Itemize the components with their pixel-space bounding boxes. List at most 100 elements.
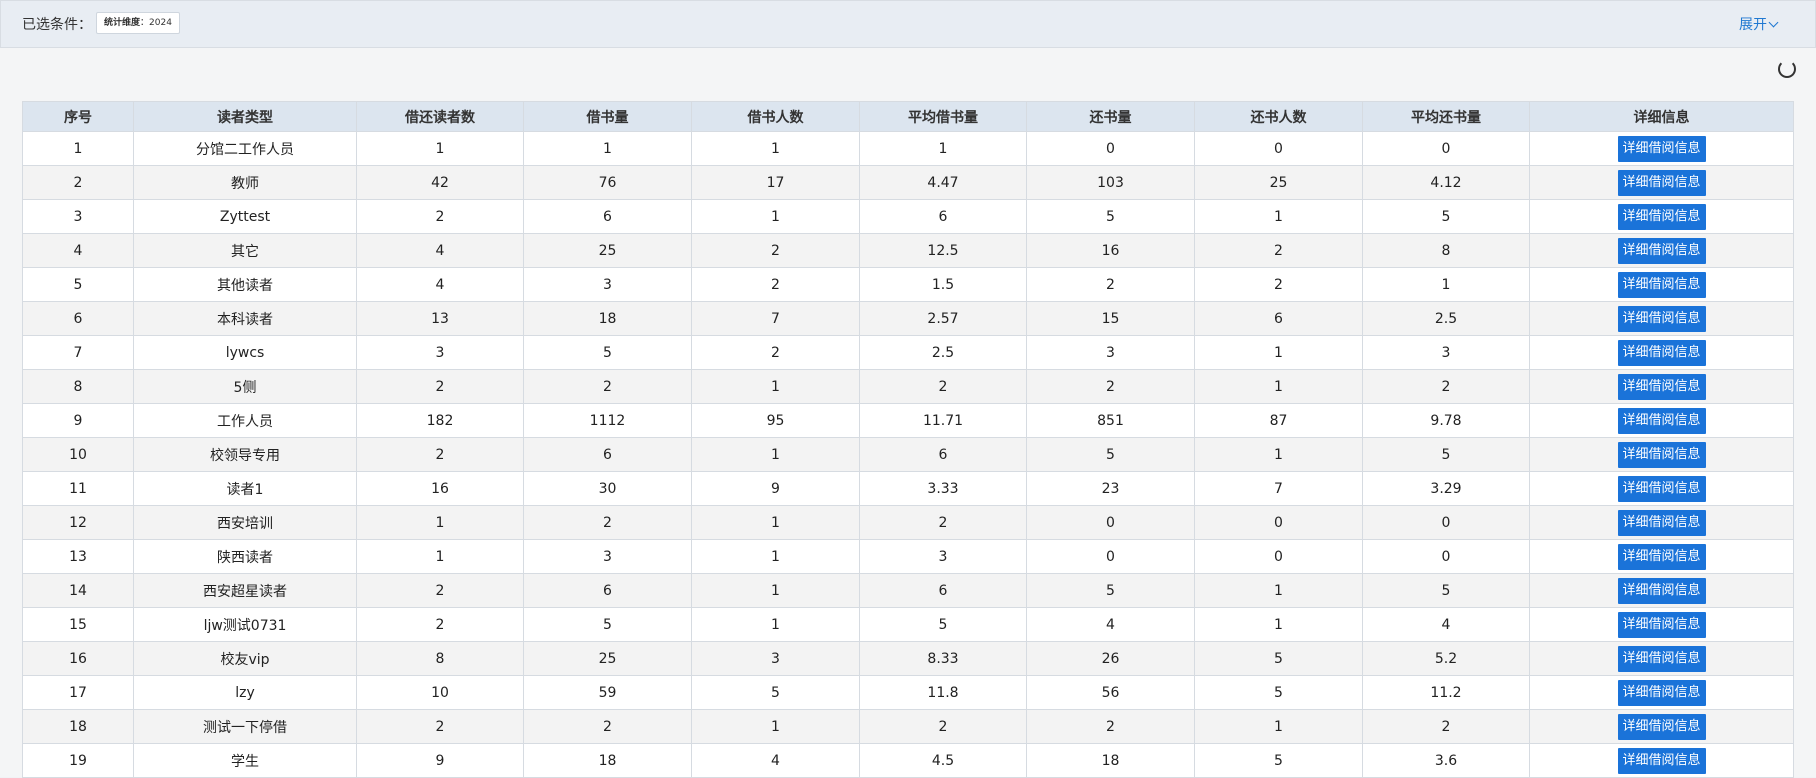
table-cell: 1 <box>523 131 692 166</box>
table-cell: 1 <box>691 573 860 608</box>
table-cell: 1 <box>356 131 524 166</box>
detail-info-button[interactable]: 详细借阅信息 <box>1617 679 1706 706</box>
table-cell: 3 <box>859 539 1027 574</box>
filter-tag-sep: ： <box>140 18 150 28</box>
detail-info-button[interactable]: 详细借阅信息 <box>1617 543 1706 570</box>
table-row: 14 西安超星读者 2 6 1 6 5 1 5 详细借阅信息 <box>22 573 1794 608</box>
table-cell: 851 <box>1026 403 1195 438</box>
table-cell: 3 <box>691 641 860 676</box>
table-cell: 1 <box>859 131 1027 166</box>
table-cell: 2 <box>1026 267 1195 302</box>
table-cell: 西安超星读者 <box>133 573 357 608</box>
detail-info-button[interactable]: 详细借阅信息 <box>1617 713 1706 740</box>
table-cell: 5 <box>1026 437 1195 472</box>
column-header: 还书人数 <box>1194 101 1363 132</box>
table-cell: 25 <box>1194 165 1363 200</box>
table-cell: 3.6 <box>1362 743 1530 778</box>
column-header: 借还读者数 <box>356 101 524 132</box>
detail-info-button[interactable]: 详细借阅信息 <box>1617 305 1706 332</box>
table-cell: 0 <box>1362 505 1530 540</box>
table-header-row: 序号 读者类型 借还读者数 借书量 借书人数 平均借书量 还书量 还书人数 平均还书量 详细信息 <box>22 101 1794 132</box>
chevron-down-icon <box>1768 17 1779 28</box>
detail-cell: 详细借阅信息 <box>1529 607 1794 642</box>
table-row: 3 Zyttest 2 6 1 6 5 1 5 详细借阅信息 <box>22 199 1794 234</box>
table-cell: 2.5 <box>859 335 1027 370</box>
table-cell: 11.71 <box>859 403 1027 438</box>
detail-info-button[interactable]: 详细借阅信息 <box>1617 441 1706 468</box>
detail-info-button[interactable]: 详细借阅信息 <box>1617 373 1706 400</box>
table-cell: 2 <box>523 369 692 404</box>
table-cell: 12 <box>22 505 134 540</box>
detail-cell: 详细借阅信息 <box>1529 131 1794 166</box>
detail-info-button[interactable]: 详细借阅信息 <box>1617 135 1706 162</box>
table-row: 11 读者1 16 30 9 3.33 23 7 3.29 详细借阅信息 <box>22 471 1794 506</box>
table-cell: 0 <box>1362 539 1530 574</box>
filter-tag-key: 统计维度 <box>104 18 141 28</box>
column-header: 还书量 <box>1026 101 1195 132</box>
table-cell: 6 <box>22 301 134 336</box>
table-cell: 2 <box>1194 233 1363 268</box>
table-row: 13 陕西读者 1 3 1 3 0 0 0 详细借阅信息 <box>22 539 1794 574</box>
table-cell: 6 <box>1194 301 1363 336</box>
table-cell: 0 <box>1194 131 1363 166</box>
detail-info-button[interactable]: 详细借阅信息 <box>1617 339 1706 366</box>
table-cell: 3 <box>1026 335 1195 370</box>
table-cell: 8.33 <box>859 641 1027 676</box>
detail-cell: 详细借阅信息 <box>1529 165 1794 200</box>
table-cell: 1 <box>691 437 860 472</box>
table-cell: 17 <box>22 675 134 710</box>
detail-cell: 详细借阅信息 <box>1529 641 1794 676</box>
table-row: 2 教师 42 76 17 4.47 103 25 4.12 详细借阅信息 <box>22 165 1794 200</box>
table-cell: 其它 <box>133 233 357 268</box>
table-cell: 5.2 <box>1362 641 1530 676</box>
table-cell: 3 <box>22 199 134 234</box>
detail-cell: 详细借阅信息 <box>1529 267 1794 302</box>
table-cell: 2 <box>859 369 1027 404</box>
table-cell: 8 <box>356 641 524 676</box>
table-cell: 5 <box>1362 573 1530 608</box>
detail-info-button[interactable]: 详细借阅信息 <box>1617 203 1706 230</box>
detail-cell: 详细借阅信息 <box>1529 743 1794 778</box>
table-cell: 2 <box>356 369 524 404</box>
table-cell: 8 <box>22 369 134 404</box>
table-cell: 5 <box>523 607 692 642</box>
table-cell: 6 <box>859 437 1027 472</box>
detail-info-button[interactable]: 详细借阅信息 <box>1617 271 1706 298</box>
table-cell: 1.5 <box>859 267 1027 302</box>
table-cell: 6 <box>523 437 692 472</box>
detail-info-button[interactable]: 详细借阅信息 <box>1617 577 1706 604</box>
detail-info-button[interactable]: 详细借阅信息 <box>1617 169 1706 196</box>
table-cell: 7 <box>691 301 860 336</box>
table-row: 15 ljw测试0731 2 5 1 5 4 1 4 详细借阅信息 <box>22 607 1794 642</box>
column-header: 平均借书量 <box>859 101 1027 132</box>
detail-info-button[interactable]: 详细借阅信息 <box>1617 611 1706 638</box>
detail-info-button[interactable]: 详细借阅信息 <box>1617 645 1706 672</box>
table-cell: ljw测试0731 <box>133 607 357 642</box>
expand-button[interactable]: 展开 <box>1739 14 1779 34</box>
detail-info-button[interactable]: 详细借阅信息 <box>1617 475 1706 502</box>
table-cell: 1 <box>1194 335 1363 370</box>
detail-info-button[interactable]: 详细借阅信息 <box>1617 509 1706 536</box>
table-cell: 6 <box>523 199 692 234</box>
detail-info-button[interactable]: 详细借阅信息 <box>1617 747 1706 774</box>
filter-tag-year[interactable]: 统计维度：2024 <box>96 12 180 34</box>
table-cell: 2 <box>22 165 134 200</box>
table-cell: 5 <box>859 607 1027 642</box>
table-cell: 4 <box>691 743 860 778</box>
table-cell: 11.8 <box>859 675 1027 710</box>
table-row: 18 测试一下停借 2 2 1 2 2 1 2 详细借阅信息 <box>22 709 1794 744</box>
table-cell: 16 <box>22 641 134 676</box>
detail-info-button[interactable]: 详细借阅信息 <box>1617 237 1706 264</box>
table-cell: 103 <box>1026 165 1195 200</box>
table-cell: 3.33 <box>859 471 1027 506</box>
detail-info-button[interactable]: 详细借阅信息 <box>1617 407 1706 434</box>
table-cell: 13 <box>22 539 134 574</box>
table-cell: 2 <box>356 573 524 608</box>
table-cell: 13 <box>356 301 524 336</box>
table-cell: 校领导专用 <box>133 437 357 472</box>
refresh-icon[interactable] <box>1778 60 1796 78</box>
table-cell: 1 <box>691 369 860 404</box>
table-cell: 87 <box>1194 403 1363 438</box>
table-cell: 1 <box>1194 437 1363 472</box>
table-cell: 12.5 <box>859 233 1027 268</box>
